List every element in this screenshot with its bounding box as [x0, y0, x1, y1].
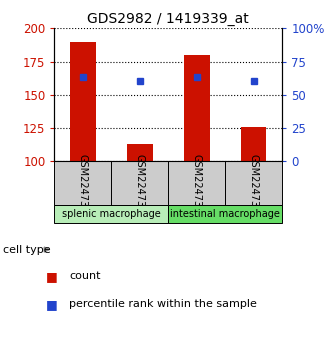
Text: count: count: [69, 271, 101, 281]
Title: GDS2982 / 1419339_at: GDS2982 / 1419339_at: [87, 12, 249, 26]
Text: ■: ■: [46, 298, 58, 311]
Bar: [168, 161, 225, 205]
Bar: [241, 127, 267, 161]
Text: GSM224736: GSM224736: [249, 154, 259, 213]
Text: intestinal macrophage: intestinal macrophage: [170, 209, 280, 219]
Text: percentile rank within the sample: percentile rank within the sample: [69, 299, 257, 309]
Text: GSM224735: GSM224735: [135, 154, 145, 213]
Text: GSM224734: GSM224734: [192, 154, 202, 213]
Bar: [70, 41, 96, 161]
Text: GSM224733: GSM224733: [78, 154, 88, 213]
Bar: [127, 144, 153, 161]
Bar: [54, 205, 168, 223]
Bar: [225, 161, 282, 205]
Bar: [168, 205, 282, 223]
Text: cell type: cell type: [3, 245, 51, 255]
Text: ■: ■: [46, 270, 58, 282]
Bar: [184, 55, 210, 161]
Text: splenic macrophage: splenic macrophage: [62, 209, 161, 219]
Bar: [112, 161, 168, 205]
Bar: [54, 161, 112, 205]
